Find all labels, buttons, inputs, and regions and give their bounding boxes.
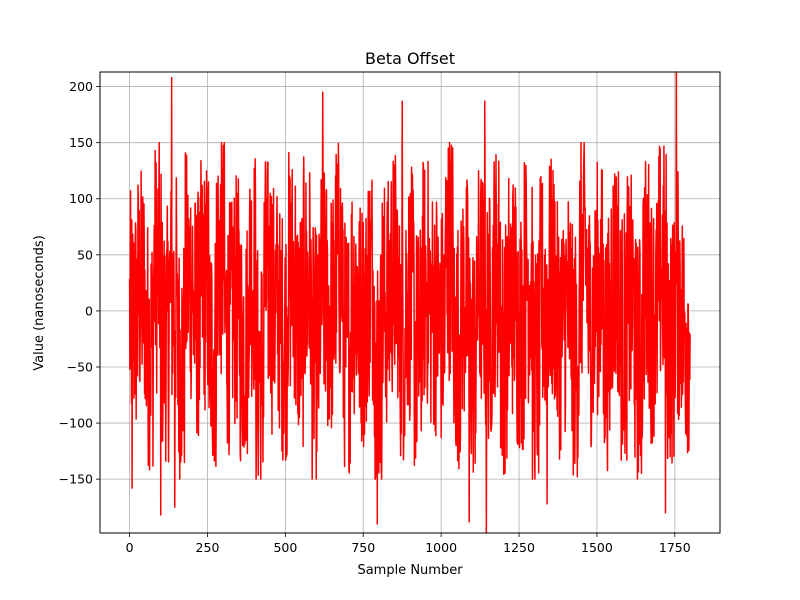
series-line xyxy=(128,71,691,534)
y-tick-label: 100 xyxy=(69,191,93,206)
y-tick-label: −50 xyxy=(67,359,93,374)
x-tick-label: 750 xyxy=(351,540,375,555)
plot-frame xyxy=(99,71,721,534)
x-axis-label: Sample Number xyxy=(357,563,463,578)
x-tick-label: 1750 xyxy=(659,540,691,555)
chart-title: Beta Offset xyxy=(365,49,455,68)
y-tick-label: 150 xyxy=(69,135,93,150)
y-tick-label: 200 xyxy=(69,79,93,94)
x-tick-label: 250 xyxy=(196,540,220,555)
y-tick-label: −150 xyxy=(59,472,93,487)
y-tick-label: 50 xyxy=(77,247,93,262)
y-tick-label: 0 xyxy=(85,303,93,318)
x-tick-label: 500 xyxy=(273,540,297,555)
series-layer xyxy=(128,71,691,534)
x-tick-label: 1250 xyxy=(503,540,535,555)
x-tick-label: 1000 xyxy=(425,540,457,555)
y-axis: −150 −100 −50 0 50 100 150 200 xyxy=(59,79,100,487)
y-axis-label: Value (nanoseconds) xyxy=(32,235,47,371)
y-tick-label: −100 xyxy=(59,416,93,431)
x-tick-label: 1500 xyxy=(581,540,613,555)
x-axis: 0 250 500 750 1000 1250 1500 1750 xyxy=(126,533,691,555)
x-tick-label: 0 xyxy=(126,540,134,555)
